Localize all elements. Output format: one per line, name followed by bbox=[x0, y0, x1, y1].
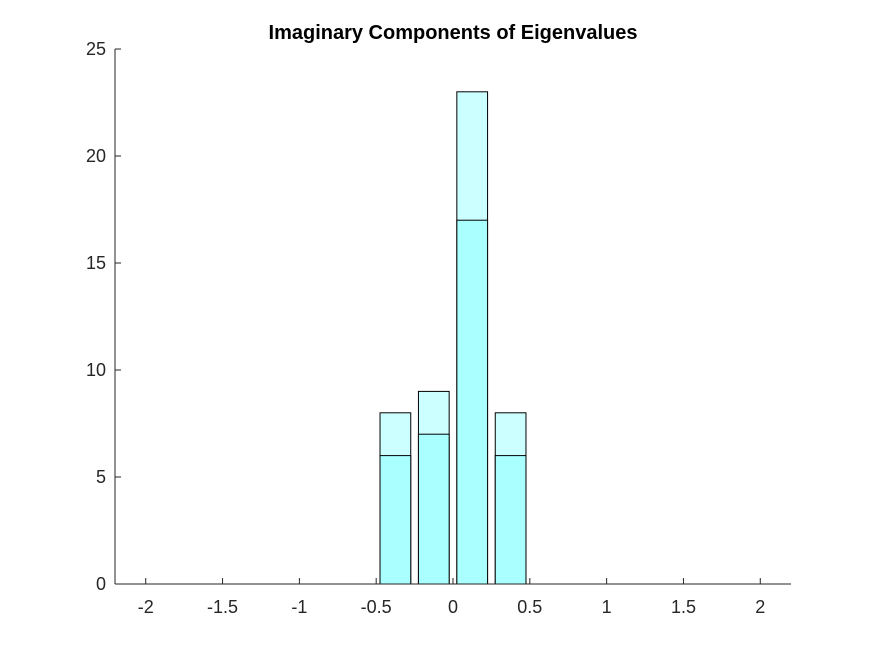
x-tick-label: -2 bbox=[138, 597, 154, 617]
y-tick-label: 20 bbox=[86, 146, 106, 166]
chart-title: Imaginary Components of Eigenvalues bbox=[269, 22, 638, 44]
x-tick-label: -1 bbox=[291, 597, 307, 617]
y-tick-label: 25 bbox=[86, 39, 106, 59]
x-tick-label: 2 bbox=[755, 597, 765, 617]
bar-series1-1 bbox=[379, 455, 412, 585]
y-tick-label: 5 bbox=[96, 467, 106, 487]
x-tick-label: -0.5 bbox=[361, 597, 392, 617]
bars-group bbox=[379, 91, 527, 585]
y-axis-ticks: 0 5 10 15 20 25 bbox=[86, 39, 121, 594]
x-axis-ticks: -2 -1.5 -1 -0.5 0 0.5 1 1.5 2 bbox=[138, 578, 765, 617]
x-tick-label: -1.5 bbox=[207, 597, 238, 617]
x-tick-label: 1.5 bbox=[671, 597, 696, 617]
y-tick-label: 15 bbox=[86, 253, 106, 273]
x-tick-label: 0 bbox=[448, 597, 458, 617]
y-tick-label: 10 bbox=[86, 360, 106, 380]
x-tick-label: 1 bbox=[602, 597, 612, 617]
bar-series1-4 bbox=[494, 455, 527, 585]
bar-series1-2 bbox=[417, 433, 450, 585]
x-tick-label: 0.5 bbox=[517, 597, 542, 617]
bar-series1-3 bbox=[456, 219, 489, 585]
y-tick-label: 0 bbox=[96, 574, 106, 594]
